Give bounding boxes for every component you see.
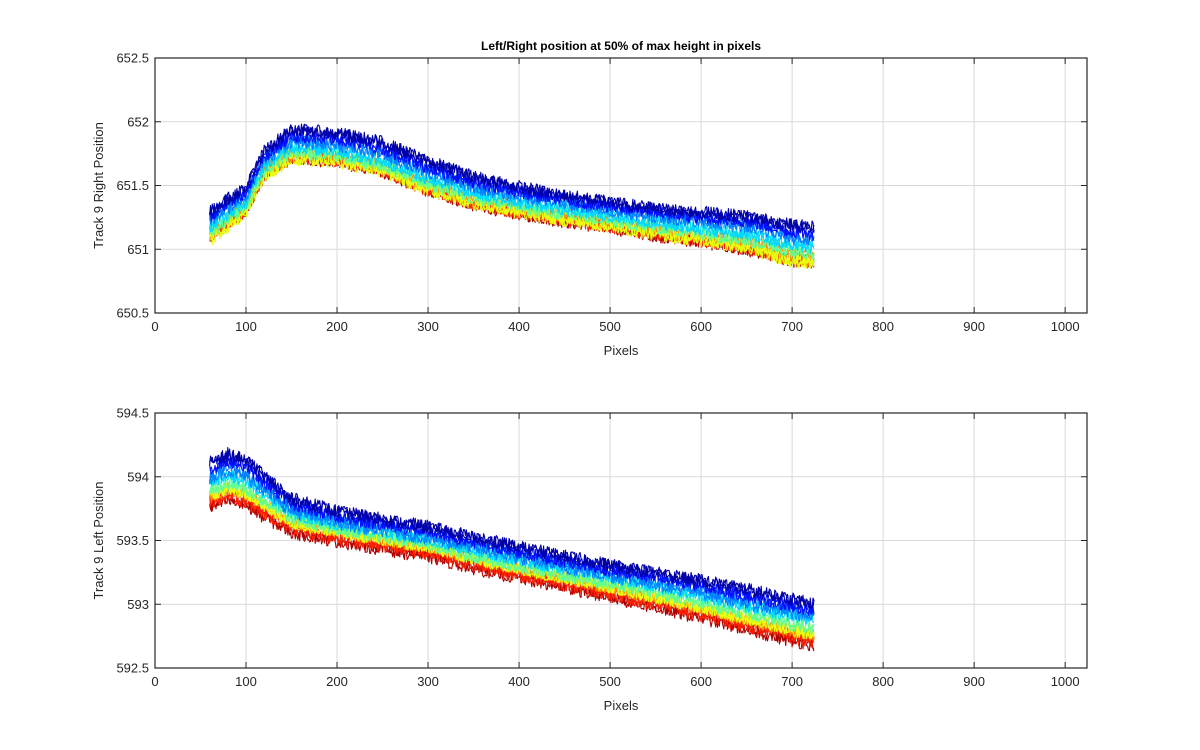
- top-series-line: [209, 124, 815, 233]
- top-x-tick-label: 300: [417, 319, 439, 334]
- top-y-tick-label: 651.5: [116, 178, 149, 193]
- bottom-y-tick-label: 594: [127, 469, 149, 484]
- bottom-x-tick-label: 700: [781, 674, 803, 689]
- top-x-tick-labels: 0 100 200 300 400 500 600 700 800 900 1000: [151, 319, 1079, 334]
- top-y-tick-label: 650.5: [116, 306, 149, 321]
- bottom-x-tick-label: 0: [151, 674, 158, 689]
- bottom-x-tick-label: 100: [235, 674, 257, 689]
- top-y-tick-labels: 650.5 651 651.5 652 652.5: [116, 51, 149, 321]
- top-x-tick-label: 0: [151, 319, 158, 334]
- top-x-tick-label: 500: [599, 319, 621, 334]
- bottom-x-tick-label: 400: [508, 674, 530, 689]
- bottom-y-tick-label: 593: [127, 597, 149, 612]
- bottom-x-tick-label: 200: [326, 674, 348, 689]
- bottom-axes: 0 100 200 300 400 500 600 700 800 900 1000 592.559…: [91, 406, 1088, 713]
- bottom-y-axis-label: Track 9 Left Position: [91, 481, 106, 599]
- top-y-tick-label: 652.5: [116, 51, 149, 66]
- top-chart-title: Left/Right position at 50% of max height…: [481, 39, 761, 53]
- top-x-tick-label: 400: [508, 319, 530, 334]
- bottom-series-line: [209, 454, 815, 616]
- bottom-ticks: [154, 412, 1087, 669]
- bottom-x-tick-label: 300: [417, 674, 439, 689]
- bottom-x-tick-label: 800: [872, 674, 894, 689]
- top-ticks: [154, 57, 1087, 314]
- bottom-x-axis-label: Pixels: [604, 698, 639, 713]
- top-axes: 0 100 200 300 400 500 600 700 800 900 1000 650.565…: [91, 39, 1088, 358]
- top-series-group: [209, 123, 815, 269]
- top-series-line: [209, 129, 815, 240]
- bottom-y-tick-label: 593.5: [116, 533, 149, 548]
- bottom-series-group: [209, 447, 815, 652]
- top-x-tick-label: 700: [781, 319, 803, 334]
- top-y-tick-label: 651: [127, 242, 149, 257]
- bottom-x-tick-label: 1000: [1051, 674, 1080, 689]
- top-y-axis-label: Track 9 Right Position: [91, 122, 106, 249]
- top-x-tick-label: 800: [872, 319, 894, 334]
- top-x-tick-label: 900: [963, 319, 985, 334]
- top-x-tick-label: 200: [326, 319, 348, 334]
- top-x-tick-label: 1000: [1051, 319, 1080, 334]
- top-y-tick-label: 652: [127, 114, 149, 129]
- top-series-line: [209, 142, 815, 254]
- top-x-tick-label: 600: [690, 319, 712, 334]
- top-x-axis-label: Pixels: [604, 343, 639, 358]
- top-x-tick-label: 100: [235, 319, 257, 334]
- bottom-x-tick-label: 900: [963, 674, 985, 689]
- bottom-x-tick-label: 600: [690, 674, 712, 689]
- bottom-series-line: [209, 447, 815, 609]
- bottom-y-tick-label: 592.5: [116, 661, 149, 676]
- bottom-series-line: [209, 450, 815, 610]
- bottom-y-tick-label: 594.5: [116, 406, 149, 421]
- bottom-series-line: [209, 467, 815, 622]
- bottom-y-tick-labels: 592.5 593 593.5 594 594.5: [116, 406, 149, 676]
- bottom-x-tick-labels: 0 100 200 300 400 500 600 700 800 900 1000: [151, 674, 1079, 689]
- bottom-x-tick-label: 500: [599, 674, 621, 689]
